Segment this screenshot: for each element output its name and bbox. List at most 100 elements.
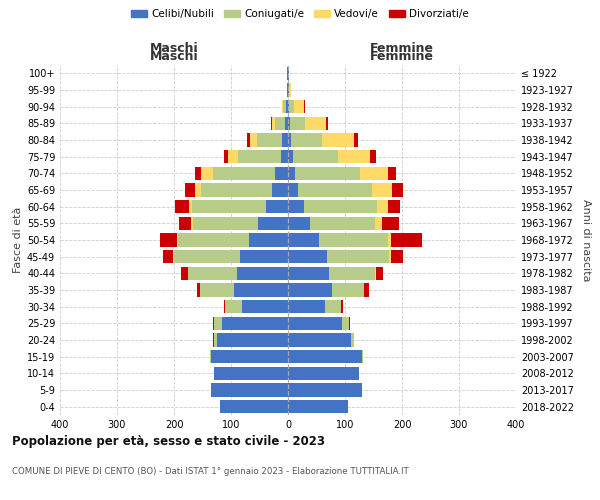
Bar	[388, 166, 397, 180]
Bar	[163, 250, 173, 264]
Text: Maschi: Maschi	[149, 50, 199, 62]
Bar	[197, 284, 200, 296]
Bar	[288, 334, 350, 346]
Bar	[375, 216, 382, 230]
Y-axis label: Anni di nascita: Anni di nascita	[581, 198, 590, 281]
Bar	[214, 316, 223, 330]
Bar	[329, 266, 374, 280]
Bar	[288, 384, 362, 396]
Bar	[286, 100, 288, 114]
Bar	[288, 184, 298, 196]
Bar	[239, 250, 288, 264]
Bar	[234, 284, 288, 296]
Bar	[294, 100, 304, 114]
Bar	[247, 134, 250, 146]
Bar	[304, 200, 377, 213]
Bar	[391, 234, 422, 246]
Bar	[332, 284, 364, 296]
Bar	[250, 134, 257, 146]
Bar	[353, 134, 358, 146]
Bar	[257, 134, 283, 146]
Bar	[272, 116, 275, 130]
Bar	[327, 250, 389, 264]
Bar	[319, 234, 388, 246]
Bar	[289, 100, 294, 114]
Bar	[326, 116, 328, 130]
Bar	[362, 350, 363, 364]
Bar	[224, 150, 228, 164]
Bar	[288, 266, 329, 280]
Bar	[391, 250, 403, 264]
Bar	[290, 116, 305, 130]
Bar	[275, 166, 288, 180]
Bar	[190, 200, 192, 213]
Bar	[211, 350, 288, 364]
Bar	[177, 234, 178, 246]
Bar	[188, 266, 236, 280]
Bar	[210, 350, 211, 364]
Bar	[192, 200, 266, 213]
Bar	[214, 366, 288, 380]
Bar	[288, 316, 342, 330]
Bar	[388, 200, 400, 213]
Bar	[288, 134, 291, 146]
Bar	[228, 150, 238, 164]
Bar	[213, 316, 214, 330]
Bar	[181, 266, 188, 280]
Bar	[193, 216, 259, 230]
Bar	[179, 216, 191, 230]
Bar	[342, 316, 349, 330]
Bar	[373, 184, 392, 196]
Bar	[174, 250, 239, 264]
Bar	[213, 166, 275, 180]
Bar	[288, 166, 295, 180]
Bar	[288, 216, 310, 230]
Bar	[211, 384, 288, 396]
Bar	[382, 216, 399, 230]
Bar	[389, 250, 391, 264]
Bar	[288, 400, 348, 413]
Legend: Celibi/Nubili, Coniugati/e, Vedovi/e, Divorziati/e: Celibi/Nubili, Coniugati/e, Vedovi/e, Di…	[127, 5, 473, 24]
Bar	[298, 184, 373, 196]
Bar	[322, 134, 353, 146]
Text: Femmine: Femmine	[370, 42, 434, 55]
Bar	[338, 150, 370, 164]
Bar	[325, 300, 341, 314]
Bar	[214, 334, 217, 346]
Bar	[178, 234, 249, 246]
Bar	[283, 100, 286, 114]
Bar	[392, 184, 403, 196]
Bar	[236, 266, 288, 280]
Bar	[310, 216, 375, 230]
Bar	[288, 234, 319, 246]
Bar	[266, 200, 288, 213]
Bar	[217, 334, 288, 346]
Bar	[374, 266, 376, 280]
Bar	[259, 216, 288, 230]
Text: COMUNE DI PIEVE DI CENTO (BO) - Dati ISTAT 1° gennaio 2023 - Elaborazione TUTTIT: COMUNE DI PIEVE DI CENTO (BO) - Dati IST…	[12, 468, 409, 476]
Bar	[249, 234, 288, 246]
Bar	[224, 300, 226, 314]
Bar	[281, 150, 288, 164]
Bar	[349, 316, 350, 330]
Bar	[220, 400, 288, 413]
Bar	[283, 134, 288, 146]
Bar	[288, 250, 327, 264]
Bar	[289, 84, 291, 96]
Bar	[223, 316, 288, 330]
Bar	[271, 116, 272, 130]
Text: Maschi: Maschi	[149, 42, 199, 55]
Y-axis label: Fasce di età: Fasce di età	[13, 207, 23, 273]
Bar	[175, 200, 190, 213]
Bar	[194, 166, 202, 180]
Bar	[191, 216, 193, 230]
Bar	[361, 166, 388, 180]
Bar	[295, 166, 361, 180]
Bar	[202, 166, 213, 180]
Bar	[285, 116, 288, 130]
Bar	[195, 184, 201, 196]
Bar	[288, 350, 362, 364]
Bar	[350, 334, 353, 346]
Bar	[201, 184, 272, 196]
Bar	[388, 234, 391, 246]
